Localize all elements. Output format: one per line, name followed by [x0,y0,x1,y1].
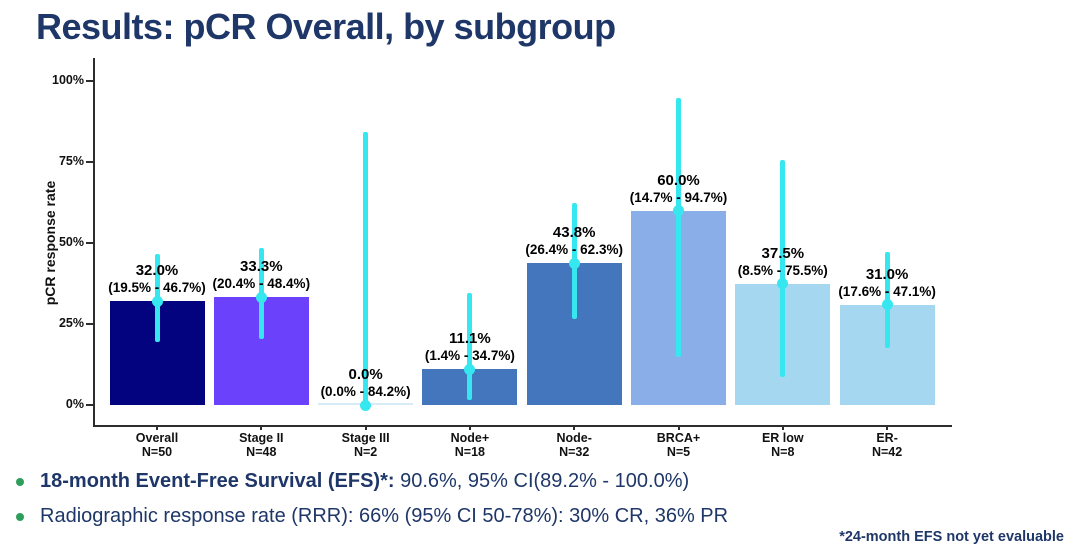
y-tick-mark [86,404,93,406]
x-tick-mark [260,425,263,430]
ci-label: (19.5% - 46.7%) [108,280,206,296]
x-tick-mark [156,425,158,430]
y-tick-mark [86,161,93,163]
bullet-efs-bold: 18-month Event-Free Survival (EFS)*: [40,470,395,492]
point-marker [151,295,163,307]
value-label: 37.5% [761,244,805,262]
value-label: 43.8% [552,224,596,242]
y-tick-label: 75% [58,154,84,168]
error-bar [780,160,786,378]
ci-label: (14.7% - 94.7%) [629,189,728,205]
value-label: 0.0% [348,366,383,383]
x-axis-category-label: Node+ N=18 [450,431,490,459]
point-marker [568,257,580,269]
x-axis-category-label: Node- N=32 [556,431,592,459]
error-bar [363,132,369,405]
bullet-efs-rest: 90.6%, 95% CI(89.2% - 100.0%) [394,470,690,492]
bullet-dot-icon [16,513,24,521]
x-axis-category-label: Stage II N=48 [239,431,284,459]
bullet-dot-icon [16,478,24,486]
x-axis-category-label: Overall N=50 [135,431,179,459]
value-label: 31.0% [865,265,909,283]
ci-label: (1.4% - 34.7%) [424,348,515,364]
value-label: 11.1% [449,330,491,348]
bullet-rrr-rest: Radiographic response rate (RRR): 66% (9… [40,505,729,527]
x-tick-mark [573,425,576,430]
x-tick-mark [364,425,367,430]
x-tick-mark [677,425,680,430]
x-tick-mark [468,425,471,430]
point-marker [777,278,789,289]
y-axis-line [93,58,95,426]
bullet-efs-text: 18-month Event-Free Survival (EFS)*: 90.… [40,470,689,493]
x-axis-category-label: ER- N=42 [871,431,903,459]
footnote: *24-month EFS not yet evaluable [839,529,1064,545]
pcr-bar-chart: pCR response rate 0% 25% 50% 75% 100% 32.0% (1… [42,58,952,459]
y-tick-mark [86,323,93,325]
error-bar [676,98,681,358]
ci-label: (20.4% - 48.4%) [212,276,311,292]
ci-label: (8.5% - 75.5%) [737,262,828,278]
point-marker [464,363,476,375]
x-tick-mark [886,425,889,430]
y-tick-label: 0% [65,397,84,411]
x-axis-category-label: Stage III N=2 [341,431,390,459]
point-marker [360,399,372,411]
x-axis-category-label: BRCA+ N=5 [656,431,701,459]
ci-label: (0.0% - 84.2%) [320,384,411,399]
error-bar [467,292,473,401]
point-marker [881,299,893,311]
bullet-rrr-text: Radiographic response rate (RRR): 66% (9… [40,505,728,528]
y-tick-mark [86,242,93,244]
x-axis-line [93,425,952,427]
value-label: 32.0% [135,262,179,280]
x-tick-mark [781,425,784,430]
ci-label: (17.6% - 47.1%) [838,283,936,299]
slide-title: Results: pCR Overall, by subgroup [36,6,616,47]
value-label: 33.3% [240,258,283,276]
y-tick-mark [86,80,93,82]
ci-label: (26.4% - 62.3%) [525,242,623,258]
y-tick-label: 25% [58,316,84,330]
x-axis-category-label: ER low N=8 [761,431,804,459]
y-tick-label: 100% [52,73,84,87]
point-marker [673,205,684,217]
y-tick-label: 50% [58,235,84,249]
value-label: 60.0% [657,171,700,189]
point-marker [255,291,267,303]
